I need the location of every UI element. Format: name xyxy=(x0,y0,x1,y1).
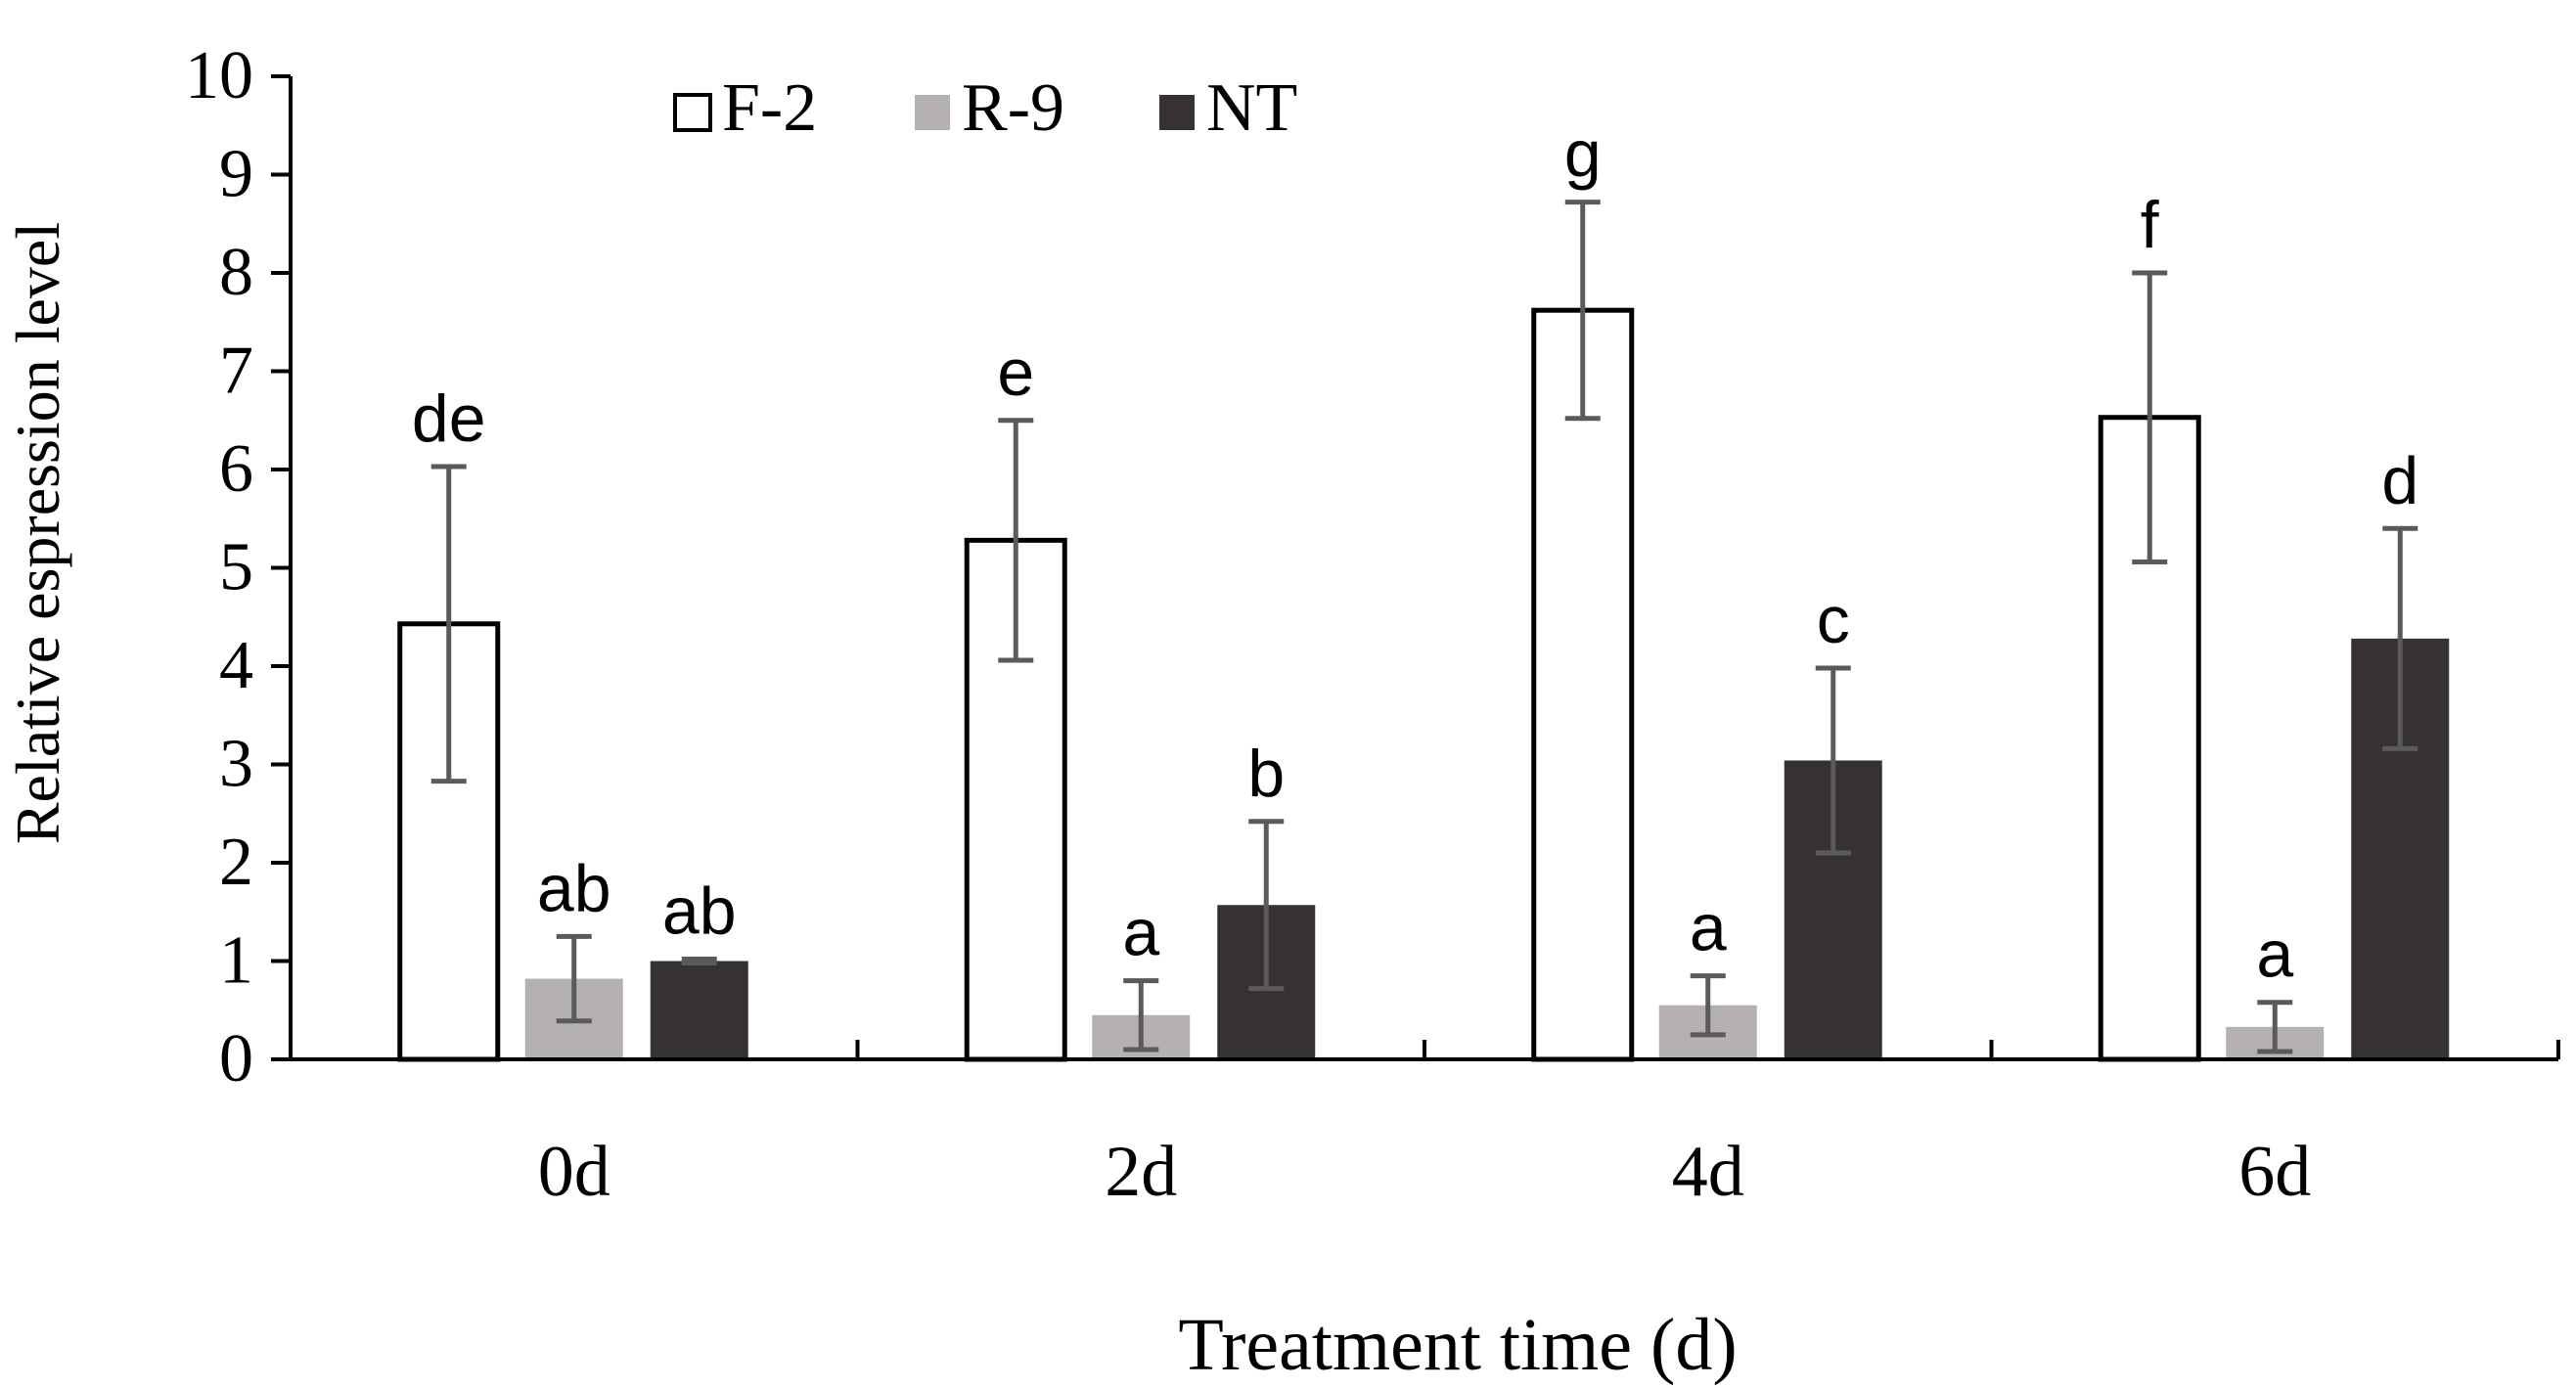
legend-label: R-9 xyxy=(962,70,1064,146)
bar-nt-0d xyxy=(650,961,748,1059)
y-tick-label: 8 xyxy=(219,235,253,310)
significance-letter: b xyxy=(1247,737,1285,811)
significance-letter: ab xyxy=(662,873,737,948)
y-tick-label: 1 xyxy=(219,923,253,999)
y-tick-label: 4 xyxy=(219,628,253,703)
significance-letter: c xyxy=(1817,583,1850,657)
y-tick-label: 2 xyxy=(219,825,253,900)
significance-letter: f xyxy=(2141,188,2159,262)
x-axis-tick-labels: 0d 2d 4d 6d xyxy=(538,1132,2312,1212)
x-axis-ticks xyxy=(289,1040,2560,1059)
significance-letter: ab xyxy=(537,851,611,925)
x-tick-label: 0d xyxy=(538,1132,610,1212)
error-bar xyxy=(556,933,592,1024)
significance-letter: d xyxy=(2381,443,2418,517)
legend-swatch xyxy=(1159,95,1195,130)
error-bar xyxy=(2132,270,2168,564)
error-bar xyxy=(2382,525,2418,751)
legend-swatch xyxy=(673,93,712,132)
legend-item-r-9: R-9 xyxy=(915,70,1064,146)
y-tick-label: 10 xyxy=(185,38,253,113)
error-bar xyxy=(681,956,717,966)
significance-letter: a xyxy=(2256,918,2293,992)
bar-f-2-4d xyxy=(1531,307,1635,1062)
error-bar xyxy=(1123,978,1159,1052)
error-bar xyxy=(2257,1000,2293,1054)
error-bar xyxy=(430,464,467,784)
significance-letter: g xyxy=(1564,117,1602,192)
error-bar xyxy=(1248,819,1285,992)
significance-letter: e xyxy=(997,336,1034,410)
y-tick-label: 9 xyxy=(219,137,253,212)
x-tick-label: 6d xyxy=(2238,1132,2311,1212)
error-bars xyxy=(430,200,2418,1054)
legend-label: F-2 xyxy=(722,70,817,146)
error-bar xyxy=(998,418,1034,663)
legend-item-f-2: F-2 xyxy=(673,70,817,146)
y-tick-label: 6 xyxy=(219,431,253,507)
significance-letter: de xyxy=(412,381,486,456)
y-axis-title: Relative espression level xyxy=(3,222,72,844)
y-axis-ticks: 0 1 2 3 4 5 6 7 8 9 10 xyxy=(185,38,291,1097)
x-axis-title: Treatment time (d) xyxy=(1178,1304,1737,1386)
error-bar xyxy=(1690,973,1726,1038)
legend: F-2 R-9 NT xyxy=(673,70,1297,146)
x-tick-label: 4d xyxy=(1672,1132,1744,1212)
y-tick-label: 3 xyxy=(219,727,253,802)
significance-letters: de e g f ab a a a ab b c d xyxy=(412,117,2418,992)
y-tick-label: 5 xyxy=(219,530,253,605)
significance-letter: a xyxy=(1122,896,1159,970)
x-tick-label: 2d xyxy=(1105,1132,1177,1212)
y-tick-label: 0 xyxy=(219,1021,253,1097)
error-bar xyxy=(1564,200,1601,422)
legend-swatch xyxy=(915,95,950,130)
significance-letter: a xyxy=(1690,891,1727,965)
error-bar xyxy=(1815,665,1851,856)
y-tick-label: 7 xyxy=(219,334,253,409)
legend-label: NT xyxy=(1206,70,1297,146)
legend-item-nt: NT xyxy=(1159,70,1297,146)
